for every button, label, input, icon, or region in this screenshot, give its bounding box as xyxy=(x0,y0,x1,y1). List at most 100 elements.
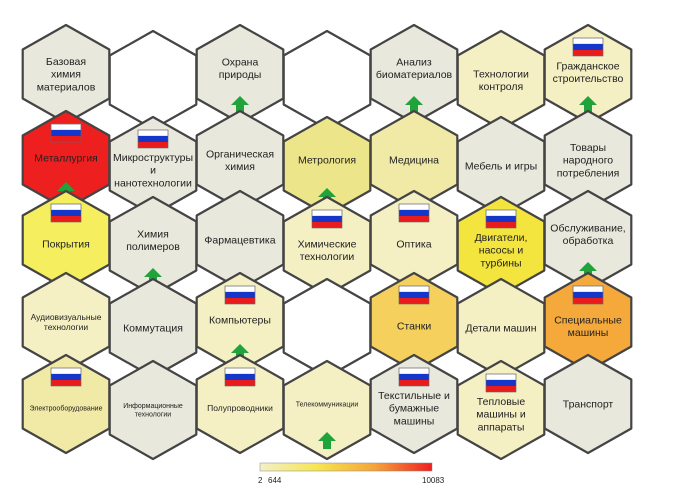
hex-cell-coatings: Покрытия xyxy=(21,189,111,291)
up-arrow-icon xyxy=(318,432,336,449)
hex-cell-semiconductors: Полупроводники xyxy=(195,353,285,455)
up-arrow-icon xyxy=(579,262,597,279)
hex-label: Детали машин xyxy=(465,323,536,335)
hex-label: Компьютеры xyxy=(209,315,271,327)
up-arrow-icon xyxy=(405,96,423,113)
hex-label-line: контроля xyxy=(479,81,523,93)
hex-label: Двигатели, насосы и турбины xyxy=(475,232,528,270)
hex-label-line: строительство xyxy=(553,73,624,85)
russia-flag-icon xyxy=(485,373,517,393)
hex-cell-empty-1 xyxy=(108,29,198,131)
hex-label-line: Технологии xyxy=(473,68,529,80)
hex-label: Электрооборудование xyxy=(30,404,103,412)
hex-label: Металлургия xyxy=(34,153,98,165)
hex-label-line: Мебель и игры xyxy=(465,161,537,173)
hex-cell-furniture: Мебель и игры xyxy=(456,115,546,217)
russia-flag-icon xyxy=(50,203,82,223)
hex-cell-micro: Микроструктуры и нанотехнологии xyxy=(108,115,198,217)
hex-label-line: Оптика xyxy=(396,239,431,251)
hex-label: Химия полимеров xyxy=(126,228,180,253)
hex-label: Полупроводники xyxy=(207,403,273,413)
hex-label-line: технологии xyxy=(44,322,88,332)
hex-label-line: аппараты xyxy=(478,422,525,434)
russia-flag-icon xyxy=(50,367,82,387)
hex-label: Телекоммуникации xyxy=(296,401,359,408)
hex-label: Химические технологии xyxy=(298,238,357,263)
hex-label-line: Полупроводники xyxy=(207,403,273,413)
hex-label-line: Химия xyxy=(137,228,169,240)
hex-label-line: машины xyxy=(394,416,435,428)
hex-label-line: Метрология xyxy=(298,155,356,167)
hex-label-line: Покрытия xyxy=(42,239,90,251)
hex-label-line: полимеров xyxy=(126,241,180,253)
hex-label-line: нанотехнологии xyxy=(114,178,192,190)
hex-shape xyxy=(369,353,459,455)
hex-cell-base-chem: Базовая химия материалов xyxy=(21,23,111,125)
up-arrow-icon xyxy=(231,344,249,361)
hex-label-line: Транспорт xyxy=(563,399,614,411)
hex-label: Метрология xyxy=(298,155,356,167)
hex-label: Покрытия xyxy=(42,239,90,251)
hex-label-line: Анализ xyxy=(396,56,432,68)
hex-label-line: обработка xyxy=(563,235,614,247)
hex-label-line: Фармацевтика xyxy=(204,235,275,247)
hex-cell-biomaterials: Анализ биоматериалов xyxy=(369,23,459,125)
hex-label: Транспорт xyxy=(563,399,614,411)
hex-cell-civil: Гражданское строительство xyxy=(543,23,633,125)
hex-label: Гражданское строительство xyxy=(553,60,624,85)
hex-label-line: машины и xyxy=(476,409,526,421)
hex-cell-organic: Органическая химия xyxy=(195,109,285,211)
hex-label-line: химия xyxy=(51,69,81,81)
scale-mid-label: 644 xyxy=(268,476,282,485)
hex-label: Охрана природы xyxy=(219,56,262,81)
hex-label: Оптика xyxy=(396,239,431,251)
hex-label-line: Базовая xyxy=(46,56,86,68)
hex-cell-chem-tech: Химические технологии xyxy=(282,195,372,297)
hex-cell-electrical: Электрооборудование xyxy=(21,353,111,455)
scale-max-label: 10083 xyxy=(422,476,445,485)
hex-shape xyxy=(543,353,633,455)
hex-label-line: бумажные xyxy=(389,403,439,415)
hex-label-line: Органическая xyxy=(206,148,274,160)
hex-label-line: Обслуживание, xyxy=(550,222,625,234)
russia-flag-icon xyxy=(311,209,343,229)
hex-label-line: Информационные xyxy=(123,403,183,410)
hex-label: Специальные машины xyxy=(554,314,622,339)
hex-shape xyxy=(21,353,111,455)
color-scale-legend: 2 644 10083 xyxy=(258,462,445,485)
russia-flag-icon xyxy=(572,285,604,305)
hex-label: Текстильные и бумажные машины xyxy=(378,390,450,428)
hex-cell-engines: Двигатели, насосы и турбины xyxy=(456,195,546,297)
up-arrow-icon xyxy=(144,268,162,285)
scale-min-label: 2 xyxy=(258,476,263,485)
hex-label: Базовая химия материалов xyxy=(37,56,96,94)
hex-label-line: насосы и xyxy=(479,245,524,257)
hex-label-line: Товары xyxy=(570,142,606,154)
hex-cell-machine-parts: Детали машин xyxy=(456,277,546,379)
hex-label-line: материалов xyxy=(37,82,96,94)
hex-label: Анализ биоматериалов xyxy=(376,56,453,81)
hex-cell-empty-2 xyxy=(282,29,372,131)
hex-label-line: технологии xyxy=(135,412,171,419)
hex-label-line: Химические xyxy=(298,238,357,250)
hex-label-line: Охрана xyxy=(222,56,259,68)
hex-label-line: Металлургия xyxy=(34,153,98,165)
hex-label-line: Компьютеры xyxy=(209,315,271,327)
hex-cell-transport: Транспорт xyxy=(543,353,633,455)
hex-cell-telecom: Телекоммуникации xyxy=(282,359,372,461)
hex-label-line: Гражданское xyxy=(556,60,619,72)
hex-label-line: народного xyxy=(563,155,613,167)
hex-label-line: машины xyxy=(568,327,609,339)
hex-label: Коммутация xyxy=(123,323,183,335)
hex-shape xyxy=(108,29,198,131)
hex-label: Микроструктуры и нанотехнологии xyxy=(113,152,193,190)
hex-label-line: и xyxy=(150,165,156,177)
hex-shape xyxy=(282,29,372,131)
hex-label: Тепловые машины и аппараты xyxy=(476,396,526,434)
hex-label-line: Коммутация xyxy=(123,323,183,335)
hex-label-line: технологии xyxy=(300,251,355,263)
hex-cell-control-tech: Технологии контроля xyxy=(456,29,546,131)
hex-label-line: Медицина xyxy=(389,155,439,167)
hex-label-line: Детали машин xyxy=(465,323,536,335)
